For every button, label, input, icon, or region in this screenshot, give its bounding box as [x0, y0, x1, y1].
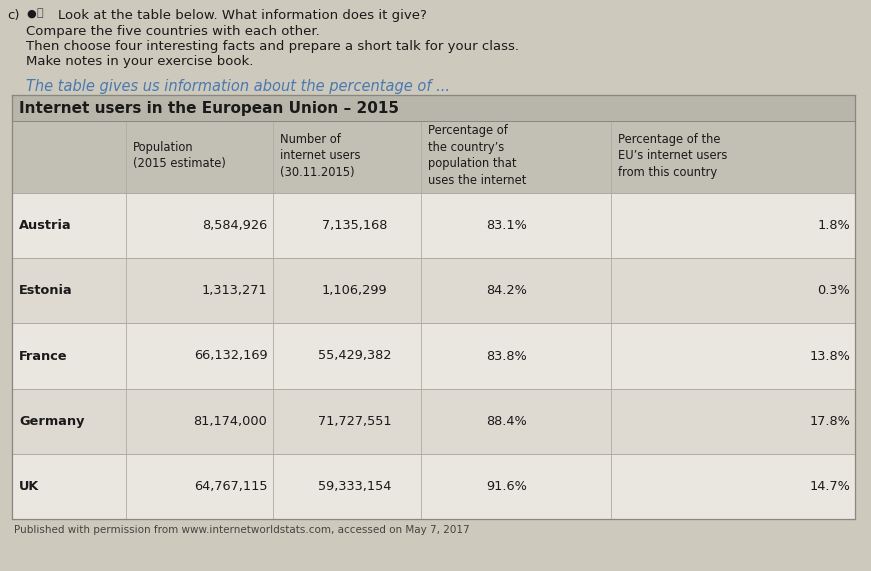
Text: 64,767,115: 64,767,115 — [194, 480, 267, 493]
Bar — [12, 454, 855, 519]
Text: Make notes in your exercise book.: Make notes in your exercise book. — [26, 55, 253, 69]
Text: Germany: Germany — [19, 415, 84, 428]
Text: France: France — [19, 349, 68, 363]
Text: 55,429,382: 55,429,382 — [318, 349, 391, 363]
Text: Then choose four interesting facts and prepare a short talk for your class.: Then choose four interesting facts and p… — [26, 40, 519, 53]
Text: 83.1%: 83.1% — [486, 219, 527, 232]
Text: Population
(2015 estimate): Population (2015 estimate) — [132, 141, 226, 170]
Text: 1.8%: 1.8% — [817, 219, 850, 232]
Text: 59,333,154: 59,333,154 — [318, 480, 391, 493]
Text: 7,135,168: 7,135,168 — [321, 219, 387, 232]
Text: Compare the five countries with each other.: Compare the five countries with each oth… — [26, 25, 320, 38]
Text: ⛹: ⛹ — [36, 8, 43, 18]
Text: Internet users in the European Union – 2015: Internet users in the European Union – 2… — [19, 100, 399, 115]
Text: 8,584,926: 8,584,926 — [202, 219, 267, 232]
Text: Percentage of the
EU’s internet users
from this country: Percentage of the EU’s internet users fr… — [618, 132, 727, 179]
Text: c): c) — [7, 9, 19, 22]
Bar — [12, 121, 855, 193]
Text: 17.8%: 17.8% — [809, 415, 850, 428]
Text: Estonia: Estonia — [19, 284, 72, 297]
Bar — [12, 323, 855, 389]
Text: 81,174,000: 81,174,000 — [193, 415, 267, 428]
Text: 71,727,551: 71,727,551 — [318, 415, 391, 428]
Bar — [12, 95, 855, 121]
Text: 1,106,299: 1,106,299 — [321, 284, 388, 297]
Text: 83.8%: 83.8% — [486, 349, 527, 363]
Text: Number of
internet users
(30.11.2015): Number of internet users (30.11.2015) — [280, 132, 361, 179]
Text: 91.6%: 91.6% — [486, 480, 527, 493]
Bar — [12, 258, 855, 323]
Text: 84.2%: 84.2% — [486, 284, 527, 297]
Bar — [12, 389, 855, 454]
Text: The table gives us information about the percentage of ...: The table gives us information about the… — [26, 79, 450, 94]
Text: Percentage of
the country’s
population that
uses the internet: Percentage of the country’s population t… — [428, 124, 526, 187]
Text: 66,132,169: 66,132,169 — [193, 349, 267, 363]
Bar — [12, 95, 855, 519]
Text: 14.7%: 14.7% — [809, 480, 850, 493]
Text: Austria: Austria — [19, 219, 71, 232]
Text: UK: UK — [19, 480, 39, 493]
Text: 0.3%: 0.3% — [817, 284, 850, 297]
Text: ●: ● — [26, 9, 36, 19]
Text: 1,313,271: 1,313,271 — [202, 284, 267, 297]
Text: 88.4%: 88.4% — [486, 415, 527, 428]
Text: Look at the table below. What information does it give?: Look at the table below. What informatio… — [58, 9, 427, 22]
Text: 13.8%: 13.8% — [809, 349, 850, 363]
Text: Published with permission from www.internetworldstats.com, accessed on May 7, 20: Published with permission from www.inter… — [14, 525, 469, 535]
Bar — [12, 193, 855, 258]
